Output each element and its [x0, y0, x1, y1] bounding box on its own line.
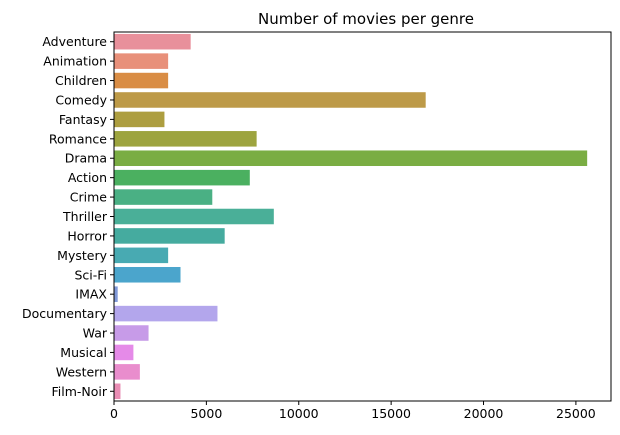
bar-documentary: [114, 305, 218, 322]
bar-action: [114, 169, 250, 186]
x-tick-label: 10000: [279, 406, 319, 421]
bar-imax: [114, 286, 118, 302]
x-tick-label: 25000: [556, 406, 596, 421]
y-tick-label: Fantasy: [59, 112, 108, 127]
chart-title: Number of movies per genre: [258, 10, 474, 28]
y-tick-label: IMAX: [75, 287, 107, 302]
bar-war: [114, 325, 149, 341]
bar-film-noir: [114, 383, 121, 400]
bar-comedy: [114, 92, 426, 108]
y-tick-label: Action: [68, 170, 107, 185]
y-tick-label: Sci-Fi: [74, 267, 107, 282]
y-tick-label: Drama: [65, 151, 107, 166]
y-tick-label: Animation: [43, 54, 107, 69]
bar-crime: [114, 189, 213, 205]
y-tick-label: Western: [56, 364, 107, 379]
x-tick-label: 0: [110, 406, 118, 421]
bar-romance: [114, 131, 257, 147]
y-tick-label: Thriller: [62, 209, 108, 224]
y-tick-label: Comedy: [55, 92, 107, 107]
y-tick-label: Documentary: [22, 306, 108, 321]
y-tick-label: Film-Noir: [51, 384, 107, 399]
bar-drama: [114, 150, 588, 167]
bar-animation: [114, 53, 169, 69]
y-tick-label: War: [83, 326, 108, 341]
bar-sci-fi: [114, 266, 181, 283]
y-tick-label: Adventure: [42, 34, 107, 49]
x-tick-label: 15000: [371, 406, 411, 421]
bar-group: [114, 33, 588, 400]
y-tick-label: Romance: [49, 131, 107, 146]
y-tick-label: Musical: [60, 345, 107, 360]
y-tick-label: Horror: [67, 228, 107, 243]
y-tick-label: Crime: [70, 190, 108, 205]
bar-western: [114, 364, 140, 380]
y-axis: Adventure Animation Children Comedy Fantasy R…: [22, 34, 114, 399]
bar-fantasy: [114, 111, 165, 128]
bar-children: [114, 72, 169, 89]
x-axis: 0 5000 10000 15000 20000 25000: [110, 401, 596, 421]
bar-thriller: [114, 208, 274, 225]
bar-horror: [114, 228, 225, 244]
y-tick-label: Children: [55, 73, 107, 88]
bar-musical: [114, 344, 134, 361]
y-tick-label: Mystery: [57, 248, 107, 263]
bar-adventure: [114, 33, 191, 50]
bar-mystery: [114, 247, 169, 264]
x-tick-label: 20000: [464, 406, 504, 421]
x-tick-label: 5000: [190, 406, 222, 421]
plot-frame: [113, 31, 612, 402]
